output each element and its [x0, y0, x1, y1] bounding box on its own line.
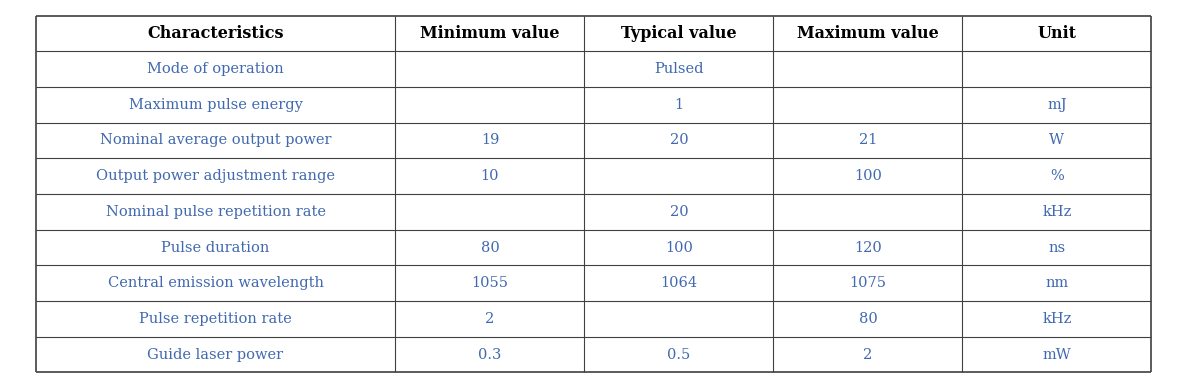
Text: 10: 10 [481, 169, 500, 183]
Text: %: % [1050, 169, 1064, 183]
Text: 1: 1 [674, 98, 684, 112]
Text: 80: 80 [858, 312, 877, 326]
Text: 20: 20 [669, 205, 688, 219]
Text: Pulse repetition rate: Pulse repetition rate [139, 312, 292, 326]
Text: 1075: 1075 [850, 276, 887, 290]
Text: Nominal pulse repetition rate: Nominal pulse repetition rate [106, 205, 325, 219]
Text: 1055: 1055 [471, 276, 508, 290]
Text: Pulse duration: Pulse duration [161, 241, 269, 255]
Text: 0.5: 0.5 [667, 348, 691, 362]
Text: 120: 120 [853, 241, 882, 255]
Text: 21: 21 [858, 133, 877, 147]
Text: 80: 80 [481, 241, 500, 255]
Text: 1064: 1064 [660, 276, 698, 290]
Text: nm: nm [1046, 276, 1068, 290]
Text: kHz: kHz [1042, 312, 1072, 326]
Text: 0.3: 0.3 [478, 348, 502, 362]
Text: Central emission wavelength: Central emission wavelength [108, 276, 324, 290]
Text: 20: 20 [669, 133, 688, 147]
Text: Guide laser power: Guide laser power [147, 348, 284, 362]
Text: Characteristics: Characteristics [147, 25, 284, 42]
Text: Mode of operation: Mode of operation [147, 62, 284, 76]
Text: Output power adjustment range: Output power adjustment range [96, 169, 335, 183]
Text: 100: 100 [853, 169, 882, 183]
Text: Maximum value: Maximum value [796, 25, 939, 42]
Text: Typical value: Typical value [621, 25, 737, 42]
Text: 2: 2 [485, 312, 495, 326]
Text: ns: ns [1048, 241, 1066, 255]
Text: Unit: Unit [1037, 25, 1077, 42]
Text: Pulsed: Pulsed [654, 62, 704, 76]
Text: 19: 19 [481, 133, 500, 147]
Text: 2: 2 [863, 348, 872, 362]
Text: Nominal average output power: Nominal average output power [100, 133, 331, 147]
Text: Maximum pulse energy: Maximum pulse energy [128, 98, 303, 112]
Text: 100: 100 [665, 241, 693, 255]
Text: kHz: kHz [1042, 205, 1072, 219]
Text: W: W [1049, 133, 1065, 147]
Text: mW: mW [1042, 348, 1072, 362]
Text: Minimum value: Minimum value [420, 25, 560, 42]
Text: mJ: mJ [1047, 98, 1067, 112]
